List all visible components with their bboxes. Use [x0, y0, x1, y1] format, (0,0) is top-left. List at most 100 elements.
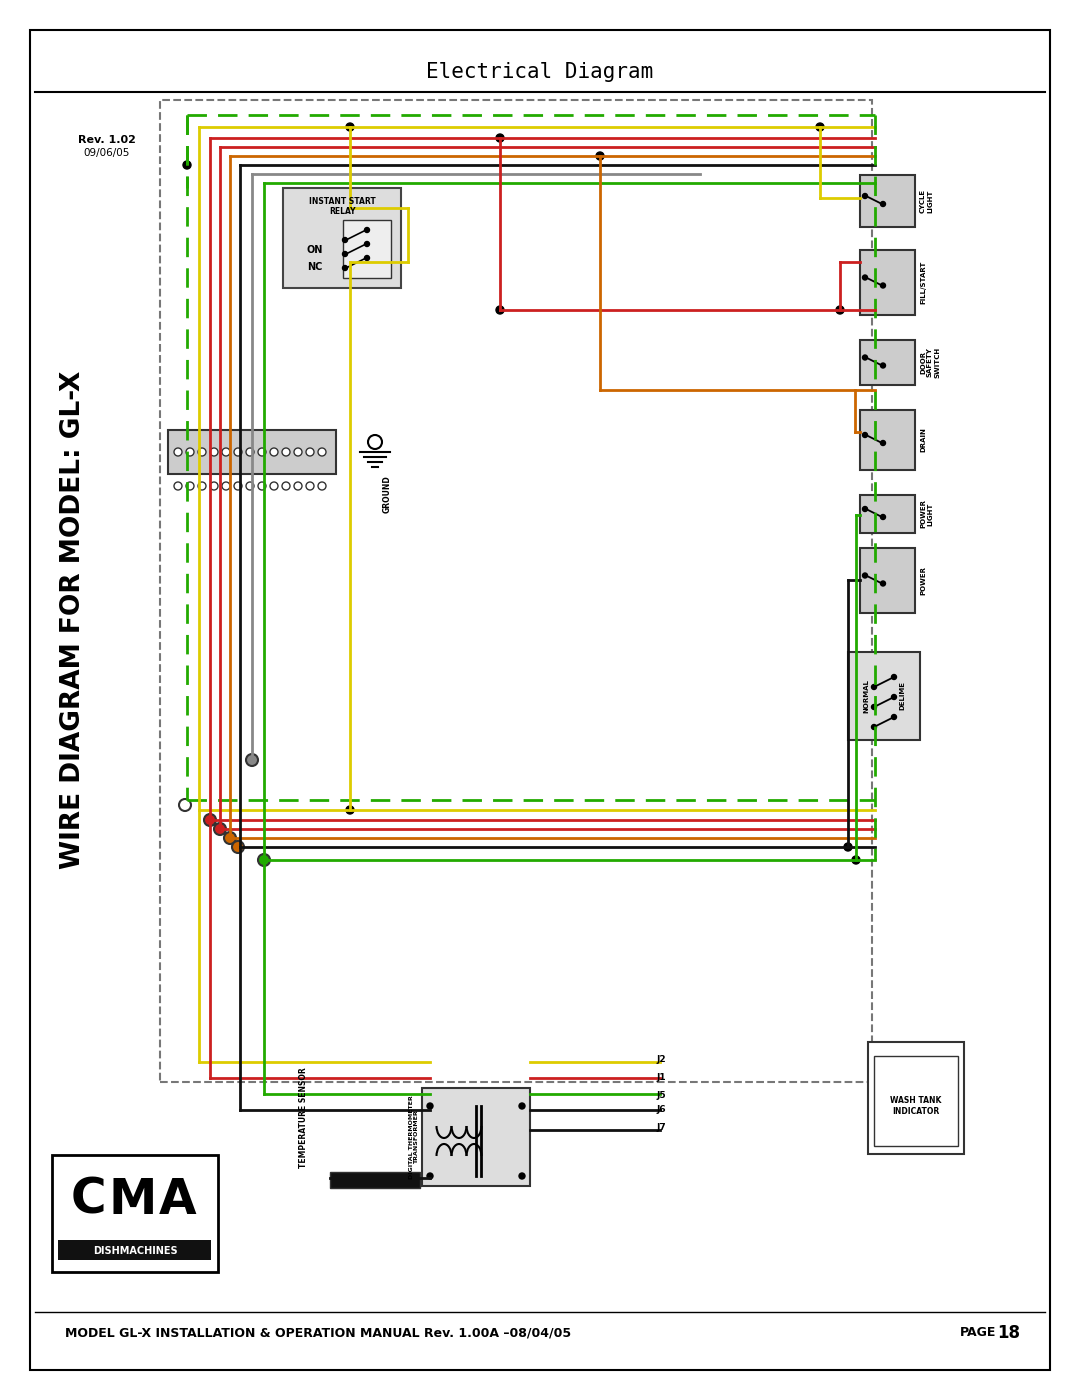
Circle shape [282, 448, 291, 455]
Text: J7: J7 [656, 1123, 665, 1133]
Circle shape [246, 754, 258, 766]
Circle shape [836, 306, 843, 314]
Bar [860, 250, 915, 314]
Circle shape [863, 433, 867, 437]
Circle shape [186, 482, 194, 490]
Circle shape [318, 482, 326, 490]
Circle shape [365, 228, 369, 232]
Circle shape [365, 256, 369, 260]
Circle shape [294, 448, 302, 455]
Circle shape [427, 1173, 433, 1179]
Bar [330, 1172, 420, 1187]
Text: WIRE DIAGRAM FOR MODEL: GL-X: WIRE DIAGRAM FOR MODEL: GL-X [60, 370, 86, 869]
Circle shape [880, 440, 886, 446]
Circle shape [880, 201, 886, 207]
Circle shape [234, 482, 242, 490]
Circle shape [880, 514, 886, 520]
Circle shape [258, 448, 266, 455]
Text: TEMPERATURE SENSOR: TEMPERATURE SENSOR [298, 1067, 308, 1168]
Text: J2: J2 [656, 1056, 665, 1065]
Circle shape [863, 194, 867, 198]
Circle shape [816, 123, 824, 131]
Text: PAGE: PAGE [960, 1327, 997, 1340]
Bar [868, 1042, 964, 1154]
Circle shape [342, 265, 348, 271]
Circle shape [496, 306, 504, 314]
Circle shape [234, 448, 242, 455]
Bar [860, 548, 915, 613]
Circle shape [891, 714, 896, 719]
Text: CYCLE
LIGHT: CYCLE LIGHT [920, 189, 933, 214]
Circle shape [843, 842, 852, 851]
Text: 09/06/05: 09/06/05 [84, 148, 131, 158]
Circle shape [863, 507, 867, 511]
Circle shape [519, 1104, 525, 1109]
Circle shape [306, 448, 314, 455]
Circle shape [891, 694, 896, 700]
Circle shape [880, 581, 886, 585]
Circle shape [258, 482, 266, 490]
Circle shape [222, 482, 230, 490]
Circle shape [306, 482, 314, 490]
Text: Rev. 1.02: Rev. 1.02 [78, 136, 136, 145]
Circle shape [852, 856, 860, 863]
Text: C: C [70, 1176, 106, 1224]
Text: DOOR
SAFETY
SWITCH: DOOR SAFETY SWITCH [920, 346, 940, 379]
Bar [860, 175, 915, 226]
Circle shape [872, 725, 877, 729]
Circle shape [174, 448, 183, 455]
Circle shape [186, 448, 194, 455]
Circle shape [232, 841, 244, 854]
Text: DRAIN: DRAIN [920, 427, 926, 453]
Text: DISHMACHINES: DISHMACHINES [93, 1246, 177, 1256]
Circle shape [863, 275, 867, 279]
Text: RELAY: RELAY [328, 207, 355, 215]
Bar [343, 219, 391, 278]
Circle shape [863, 573, 867, 578]
Bar [860, 339, 915, 386]
Circle shape [891, 675, 896, 679]
Text: POWER: POWER [920, 566, 926, 595]
Text: FILL/START: FILL/START [920, 261, 926, 305]
Text: Electrical Diagram: Electrical Diagram [427, 61, 653, 82]
Text: ON: ON [307, 244, 323, 256]
Text: M: M [109, 1176, 158, 1224]
Text: DELIME: DELIME [899, 682, 905, 711]
Circle shape [224, 833, 237, 844]
Circle shape [872, 685, 877, 690]
Circle shape [872, 704, 877, 710]
Text: NORMAL: NORMAL [863, 679, 869, 712]
Circle shape [198, 482, 206, 490]
Circle shape [427, 1104, 433, 1109]
Circle shape [270, 448, 278, 455]
Circle shape [174, 482, 183, 490]
Circle shape [880, 363, 886, 367]
Circle shape [198, 448, 206, 455]
Circle shape [258, 854, 270, 866]
Circle shape [346, 123, 354, 131]
Circle shape [210, 482, 218, 490]
Bar [168, 430, 336, 474]
Circle shape [318, 448, 326, 455]
Circle shape [214, 823, 226, 835]
Text: POWER
LIGHT: POWER LIGHT [920, 500, 933, 528]
Circle shape [365, 242, 369, 246]
Bar [860, 409, 915, 469]
Circle shape [342, 237, 348, 243]
Text: 18: 18 [997, 1324, 1020, 1343]
Text: J1: J1 [656, 1073, 665, 1083]
Bar [58, 1241, 211, 1260]
Circle shape [519, 1173, 525, 1179]
Circle shape [294, 482, 302, 490]
Circle shape [246, 482, 254, 490]
Text: NC: NC [308, 263, 323, 272]
Bar [848, 652, 920, 740]
Bar [874, 1056, 958, 1146]
Circle shape [346, 806, 354, 814]
Circle shape [282, 482, 291, 490]
Text: DIGITAL THERMOMETER
TRANSFORMER: DIGITAL THERMOMETER TRANSFORMER [408, 1095, 419, 1179]
Bar [860, 495, 915, 534]
Circle shape [596, 152, 604, 161]
Bar [52, 1155, 218, 1273]
Circle shape [863, 355, 867, 360]
